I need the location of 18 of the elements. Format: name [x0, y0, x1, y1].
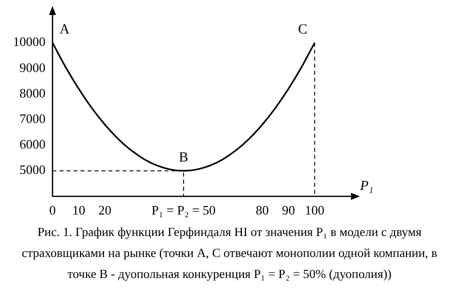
- x-tick-label: 90: [282, 202, 295, 218]
- y-tick-label: 10000: [13, 34, 46, 50]
- x-tick-label: 10: [72, 202, 86, 218]
- annotation: A: [59, 22, 70, 38]
- y-tick-label: 5000: [20, 162, 46, 178]
- text: Рис. 1. График функции Герфиндаля HI от значения P₁ в модели с двумя страховщиками на рынке (точки A, C отвечают монополии одной компании, в точке B - дуопольная конкуренция P₁ = P₂ = 50% (дуополия)): [20, 224, 438, 283]
- y-tick-label: 8000: [20, 85, 46, 100]
- annotation: C: [298, 22, 308, 38]
- x-axis-title: P₁: [359, 179, 374, 194]
- x-tick-label: 0: [49, 202, 56, 218]
- y-tick-label: 9000: [20, 60, 46, 75]
- y-tick-label: 6000: [20, 136, 46, 152]
- y-tick-label: 7000: [20, 110, 46, 126]
- x-tick-label: 100: [304, 202, 324, 218]
- x-tick-label: 80: [256, 202, 269, 218]
- x-tick-label: 20: [98, 202, 112, 218]
- annotation: B: [178, 150, 188, 166]
- x-tick-label: P₁ = P₂ = 50: [151, 202, 216, 218]
